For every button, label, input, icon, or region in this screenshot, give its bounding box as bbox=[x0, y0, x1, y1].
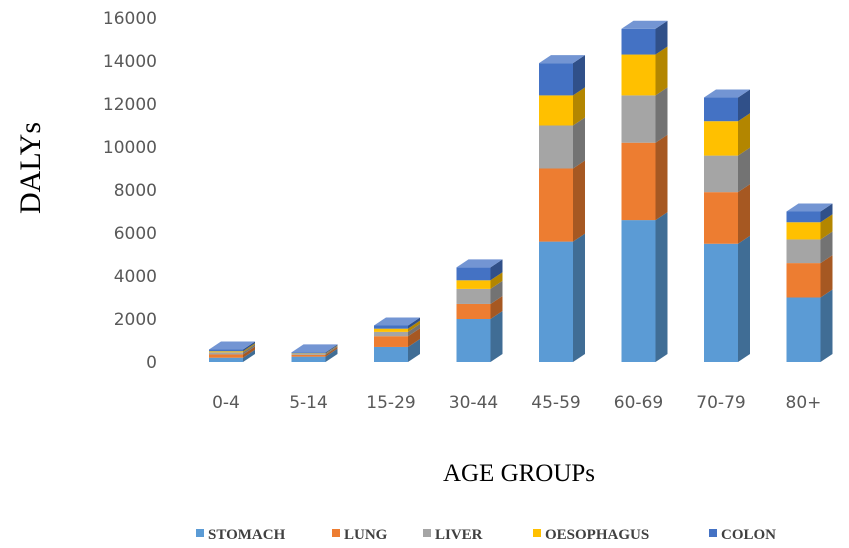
x-tick-label: 0-4 bbox=[212, 393, 240, 413]
bar-segment-liver bbox=[291, 345, 338, 355]
bar-stack bbox=[291, 344, 338, 362]
bar-segment-stomach bbox=[374, 338, 420, 362]
bar-segment-oesophagus bbox=[374, 320, 420, 332]
x-tick-label: 15-29 bbox=[366, 393, 415, 413]
bar-stack bbox=[374, 317, 420, 362]
bar-segment-oesophagus bbox=[209, 343, 255, 353]
legend-item: COLON bbox=[709, 527, 776, 543]
x-tick-label: 30-44 bbox=[449, 393, 498, 413]
bar-segment-stomach bbox=[704, 235, 750, 362]
bar-stack bbox=[621, 20, 668, 362]
legend-item: LUNG bbox=[332, 527, 388, 543]
bar-segment-oesophagus bbox=[704, 113, 750, 156]
bar-segment-colon bbox=[209, 341, 255, 352]
y-tick-label: 16000 bbox=[103, 9, 157, 29]
bar-segment-liver bbox=[374, 323, 420, 337]
bar-segment-stomach bbox=[621, 212, 668, 362]
legend-swatch bbox=[533, 529, 541, 537]
bar-segment-oesophagus bbox=[786, 214, 833, 240]
bar-segment-liver bbox=[456, 280, 503, 304]
legend-swatch bbox=[196, 529, 204, 537]
bar-segment-liver bbox=[786, 231, 833, 264]
bar-segment-oesophagus bbox=[539, 87, 585, 126]
legend-label: LIVER bbox=[435, 527, 483, 543]
y-tick-label: 2000 bbox=[114, 310, 157, 330]
bar-stack bbox=[786, 203, 833, 362]
bar-segment-stomach bbox=[456, 311, 503, 362]
bar-segment-colon bbox=[539, 55, 585, 96]
x-tick-label: 45-59 bbox=[531, 393, 580, 413]
x-tick-label: 80+ bbox=[786, 393, 822, 413]
bar-segment-stomach bbox=[209, 349, 255, 362]
x-axis-title: AGE GROUPs bbox=[443, 460, 595, 487]
bar-segment-oesophagus bbox=[291, 345, 338, 354]
y-tick-label: 0 bbox=[146, 353, 157, 373]
bar-segment-stomach bbox=[786, 289, 833, 362]
legend-item: STOMACH bbox=[196, 527, 286, 543]
legend-label: STOMACH bbox=[208, 527, 286, 543]
bar-segment-colon bbox=[291, 344, 338, 354]
x-axis-ticks: 0-4 5-14 15-29 30-44 45-59 60-69 70-79 80+ bbox=[212, 393, 821, 413]
bar-stack bbox=[456, 259, 503, 362]
legend-swatch bbox=[332, 529, 340, 537]
bar-segment-liver bbox=[209, 344, 255, 355]
y-tick-label: 14000 bbox=[103, 52, 157, 72]
bar-segment-stomach bbox=[539, 233, 585, 362]
legend-swatch bbox=[709, 529, 717, 537]
bar-segment-liver bbox=[539, 117, 585, 169]
bar-segment-lung bbox=[621, 134, 668, 221]
bar-segment-lung bbox=[456, 295, 503, 319]
legend-label: COLON bbox=[721, 527, 776, 543]
bar-stack bbox=[539, 55, 585, 362]
bar-segment-lung bbox=[209, 346, 255, 358]
y-axis-title: DALYs bbox=[14, 122, 47, 214]
bar-stack bbox=[209, 341, 255, 362]
bar-segment-oesophagus bbox=[621, 46, 668, 96]
x-tick-label: 5-14 bbox=[289, 393, 328, 413]
legend-swatch bbox=[423, 529, 431, 537]
bar-segment-colon bbox=[374, 317, 420, 329]
y-tick-label: 6000 bbox=[114, 224, 157, 244]
bars bbox=[209, 20, 833, 362]
legend: STOMACH LUNG LIVER OESOPHAGUS COLON bbox=[196, 527, 776, 543]
x-tick-label: 70-79 bbox=[696, 393, 745, 413]
bar-segment-lung bbox=[786, 255, 833, 298]
y-axis-ticks: 0 2000 4000 6000 8000 10000 12000 14000 16000 bbox=[103, 9, 157, 373]
legend-item: OESOPHAGUS bbox=[533, 527, 649, 543]
bar-segment-liver bbox=[704, 147, 750, 193]
bar-segment-colon bbox=[704, 89, 750, 122]
bar-segment-lung bbox=[374, 328, 420, 347]
bar-segment-lung bbox=[704, 184, 750, 244]
bar-segment-colon bbox=[621, 20, 668, 55]
legend-label: OESOPHAGUS bbox=[545, 527, 649, 543]
y-tick-label: 4000 bbox=[114, 267, 157, 287]
bar-segment-colon bbox=[456, 259, 503, 281]
bar-segment-lung bbox=[539, 160, 585, 242]
y-tick-label: 10000 bbox=[103, 138, 157, 158]
bar-stack bbox=[704, 89, 750, 362]
y-tick-label: 12000 bbox=[103, 95, 157, 115]
bar-segment-oesophagus bbox=[456, 272, 503, 289]
bar-segment-lung bbox=[291, 346, 338, 357]
bar-segment-colon bbox=[786, 203, 833, 223]
bar-segment-liver bbox=[621, 87, 668, 143]
x-tick-label: 60-69 bbox=[614, 393, 663, 413]
legend-item: LIVER bbox=[423, 527, 483, 543]
legend-label: LUNG bbox=[344, 527, 388, 543]
y-tick-label: 8000 bbox=[114, 181, 157, 201]
bar-segment-stomach bbox=[291, 348, 338, 362]
